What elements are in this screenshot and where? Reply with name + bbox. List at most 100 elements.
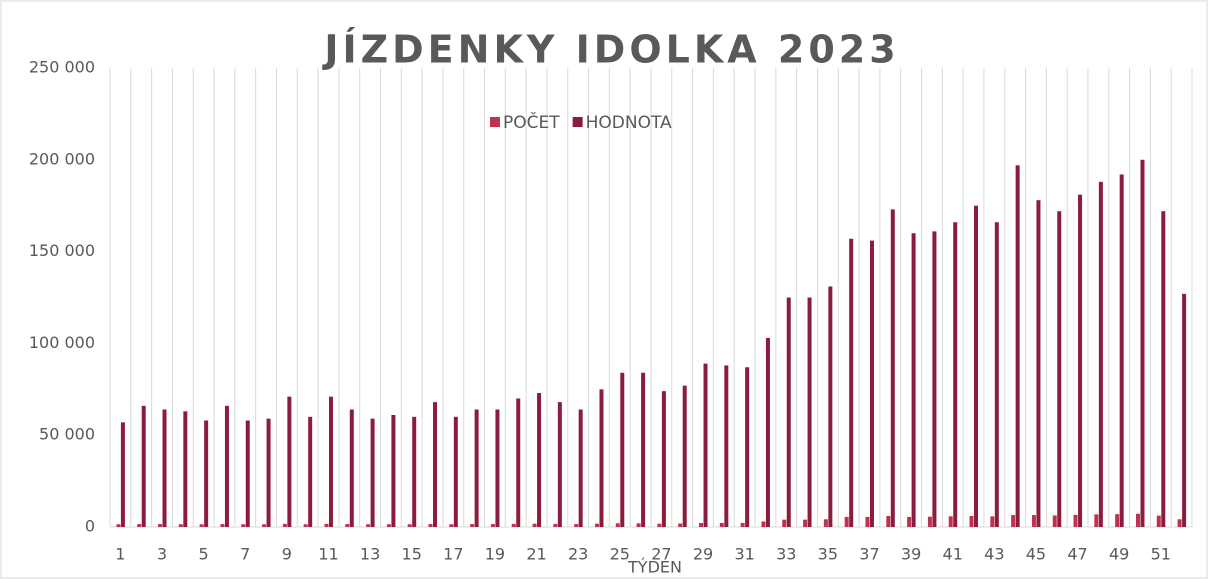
bar — [703, 363, 708, 527]
legend-swatch — [490, 117, 500, 127]
x-tick-label: 19 — [485, 545, 505, 564]
bar — [407, 524, 412, 527]
bar — [786, 297, 791, 527]
bar — [553, 523, 558, 527]
chart-title: JÍZDENKY IDOLKA 2023 — [321, 28, 899, 72]
x-tick-label: 39 — [901, 545, 921, 564]
bar — [137, 524, 142, 527]
bar — [241, 524, 246, 527]
x-tick-label: 25 — [610, 545, 630, 564]
bar — [661, 391, 666, 527]
legend-label: POČET — [503, 111, 560, 133]
bar — [557, 402, 562, 527]
bar — [474, 409, 479, 527]
bar — [1177, 519, 1182, 527]
x-tick-label: 13 — [360, 545, 380, 564]
bar — [849, 238, 854, 528]
bar — [366, 524, 371, 527]
bar — [911, 233, 916, 528]
bar — [162, 409, 167, 527]
bar — [412, 416, 417, 527]
bar — [953, 222, 958, 527]
bar — [490, 524, 495, 527]
bar — [699, 522, 704, 527]
bar — [449, 524, 454, 527]
bar — [370, 418, 375, 527]
bar — [865, 516, 870, 527]
bar — [287, 396, 292, 527]
bar — [391, 415, 396, 527]
bar — [890, 209, 895, 527]
bar — [1031, 515, 1036, 527]
bar — [807, 297, 812, 527]
bar — [1036, 200, 1041, 527]
bar — [657, 523, 662, 527]
bar — [724, 365, 729, 527]
bar — [470, 524, 475, 527]
x-tick-label: 17 — [443, 545, 463, 564]
bar — [245, 420, 250, 527]
x-tick-label: 31 — [734, 545, 754, 564]
bar — [204, 420, 209, 527]
x-tick-label: 41 — [943, 545, 963, 564]
bar — [428, 524, 433, 527]
bar — [532, 523, 537, 527]
x-tick-label: 51 — [1151, 545, 1171, 564]
bar — [578, 409, 583, 527]
bar — [740, 522, 745, 527]
bar — [1015, 165, 1020, 528]
x-tick-label: 35 — [818, 545, 838, 564]
bar — [620, 372, 625, 527]
y-tick-label: 100 000 — [29, 333, 95, 352]
x-tick-label: 45 — [1026, 545, 1046, 564]
bar — [886, 515, 891, 527]
bar — [1073, 514, 1078, 527]
bar — [141, 405, 146, 527]
bar — [308, 416, 313, 527]
bar — [183, 411, 188, 527]
x-tick-label: 5 — [199, 545, 209, 564]
x-tick-label: 47 — [1067, 545, 1087, 564]
bar — [120, 422, 125, 527]
bar — [594, 523, 599, 527]
bar — [1057, 211, 1062, 527]
bar — [116, 524, 121, 527]
bar — [349, 409, 354, 527]
bar — [765, 337, 770, 527]
x-tick-label: 9 — [282, 545, 292, 564]
bar — [1119, 174, 1124, 527]
bar — [1098, 181, 1103, 527]
bar — [828, 286, 833, 527]
bar — [1011, 515, 1016, 527]
y-tick-label: 250 000 — [29, 58, 95, 77]
x-tick-label: 43 — [984, 545, 1004, 564]
bar — [974, 205, 979, 527]
x-tick-label: 21 — [526, 545, 546, 564]
bar — [433, 402, 438, 527]
bar — [745, 367, 750, 527]
bar — [823, 519, 828, 527]
bar — [324, 523, 329, 527]
bar — [220, 524, 225, 527]
y-tick-label: 200 000 — [29, 149, 95, 168]
bar — [453, 416, 458, 527]
bar — [927, 516, 932, 527]
bar — [990, 516, 995, 527]
bar — [599, 389, 604, 527]
bar — [682, 385, 687, 527]
bar — [282, 523, 287, 527]
bar — [1161, 211, 1166, 527]
bar — [782, 519, 787, 527]
bar — [1052, 515, 1057, 527]
legend-label: HODNOTA — [586, 113, 672, 133]
bar — [516, 398, 521, 527]
bar — [615, 523, 620, 527]
bar — [1115, 514, 1120, 527]
y-tick-label: 150 000 — [29, 241, 95, 260]
x-tick-label: 29 — [693, 545, 713, 564]
x-tick-label: 37 — [859, 545, 879, 564]
bar — [948, 516, 953, 527]
x-tick-label: 23 — [568, 545, 588, 564]
